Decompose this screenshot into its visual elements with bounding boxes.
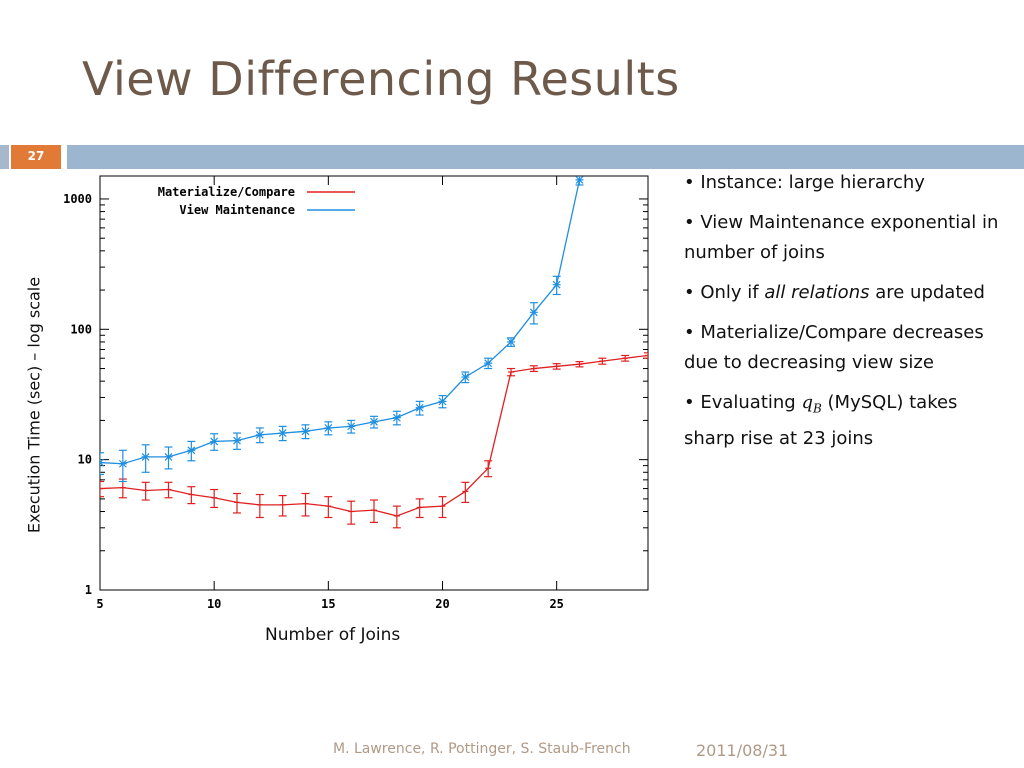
data-point — [233, 436, 241, 445]
data-point — [438, 397, 447, 406]
math-symbol: q — [801, 392, 813, 413]
data-point — [347, 422, 356, 431]
y-tick-label: 10 — [78, 453, 92, 467]
data-point — [324, 424, 333, 432]
data-point — [370, 417, 378, 426]
data-point — [552, 280, 561, 289]
data-point — [484, 359, 493, 368]
math-subscript: B — [812, 401, 822, 416]
series-materialize-compare — [100, 352, 648, 529]
bullet-text: • View Maintenance exponential in number… — [684, 212, 999, 263]
data-point — [255, 430, 264, 439]
series-line — [100, 354, 648, 517]
bullet-item: • Instance: large hierarchy — [684, 168, 1009, 198]
data-point — [575, 176, 584, 184]
bullet-text: • Instance: large hierarchy — [684, 172, 925, 193]
data-point — [529, 308, 538, 317]
data-point — [301, 427, 310, 436]
bullet-item: • Evaluating qB (MySQL) takes sharp rise… — [684, 388, 1009, 454]
bullet-item: • View Maintenance exponential in number… — [684, 208, 1009, 268]
data-point — [392, 413, 401, 422]
data-point — [507, 338, 515, 346]
data-point — [278, 429, 287, 437]
math-q-b: qB — [801, 392, 822, 416]
x-tick-label: 5 — [96, 597, 103, 611]
bullet-item: • Materialize/Compare decreases due to d… — [684, 318, 1009, 378]
x-tick-label: 10 — [207, 597, 221, 611]
series-line — [100, 179, 581, 465]
data-point — [164, 452, 173, 461]
header-band — [67, 145, 1024, 169]
plot-frame — [99, 175, 649, 591]
x-tick-label: 15 — [321, 597, 335, 611]
y-axis-title: Execution Time (sec) – log scale — [24, 276, 44, 534]
x-tick-label: 25 — [549, 597, 563, 611]
slide-title: View Differencing Results — [82, 52, 680, 106]
series-view-maintenance — [100, 176, 584, 483]
bullet-text: • Only if — [684, 282, 765, 303]
data-point — [415, 403, 424, 412]
footer-authors: M. Lawrence, R. Pottinger, S. Staub-Fren… — [333, 741, 631, 757]
data-point — [118, 459, 127, 468]
y-tick-label: 100 — [70, 322, 92, 336]
y-tick-label: 1000 — [63, 192, 92, 206]
bullet-list: • Instance: large hierarchy • View Maint… — [684, 168, 1009, 464]
data-point — [141, 452, 150, 461]
bullet-text: • Materialize/Compare decreases due to d… — [684, 322, 984, 373]
bullet-text: are updated — [869, 282, 985, 303]
bullet-text: (MySQL) takes sharp rise at 23 joins — [684, 392, 958, 449]
data-point — [100, 458, 104, 467]
x-axis-title: Number of Joins — [265, 625, 401, 645]
bullet-emphasis: all relations — [764, 282, 870, 303]
x-tick-label: 20 — [435, 597, 449, 611]
page-number: 27 — [11, 145, 61, 169]
execution-time-chart: 1 10 100 1000 5 10 15 20 25 Materialize/Compare Vi… — [63, 175, 649, 611]
y-tick-label: 1 — [85, 583, 92, 597]
bullet-text: • Evaluating — [684, 392, 802, 413]
header-band-left — [0, 145, 9, 169]
legend-label: Materialize/Compare — [158, 185, 295, 199]
data-point — [210, 437, 219, 446]
bullet-item: • Only if all relations are updated — [684, 278, 1009, 308]
data-point — [187, 446, 196, 455]
footer-date: 2011/08/31 — [696, 741, 789, 760]
data-point — [461, 373, 470, 382]
legend-label: View Maintenance — [179, 203, 295, 217]
